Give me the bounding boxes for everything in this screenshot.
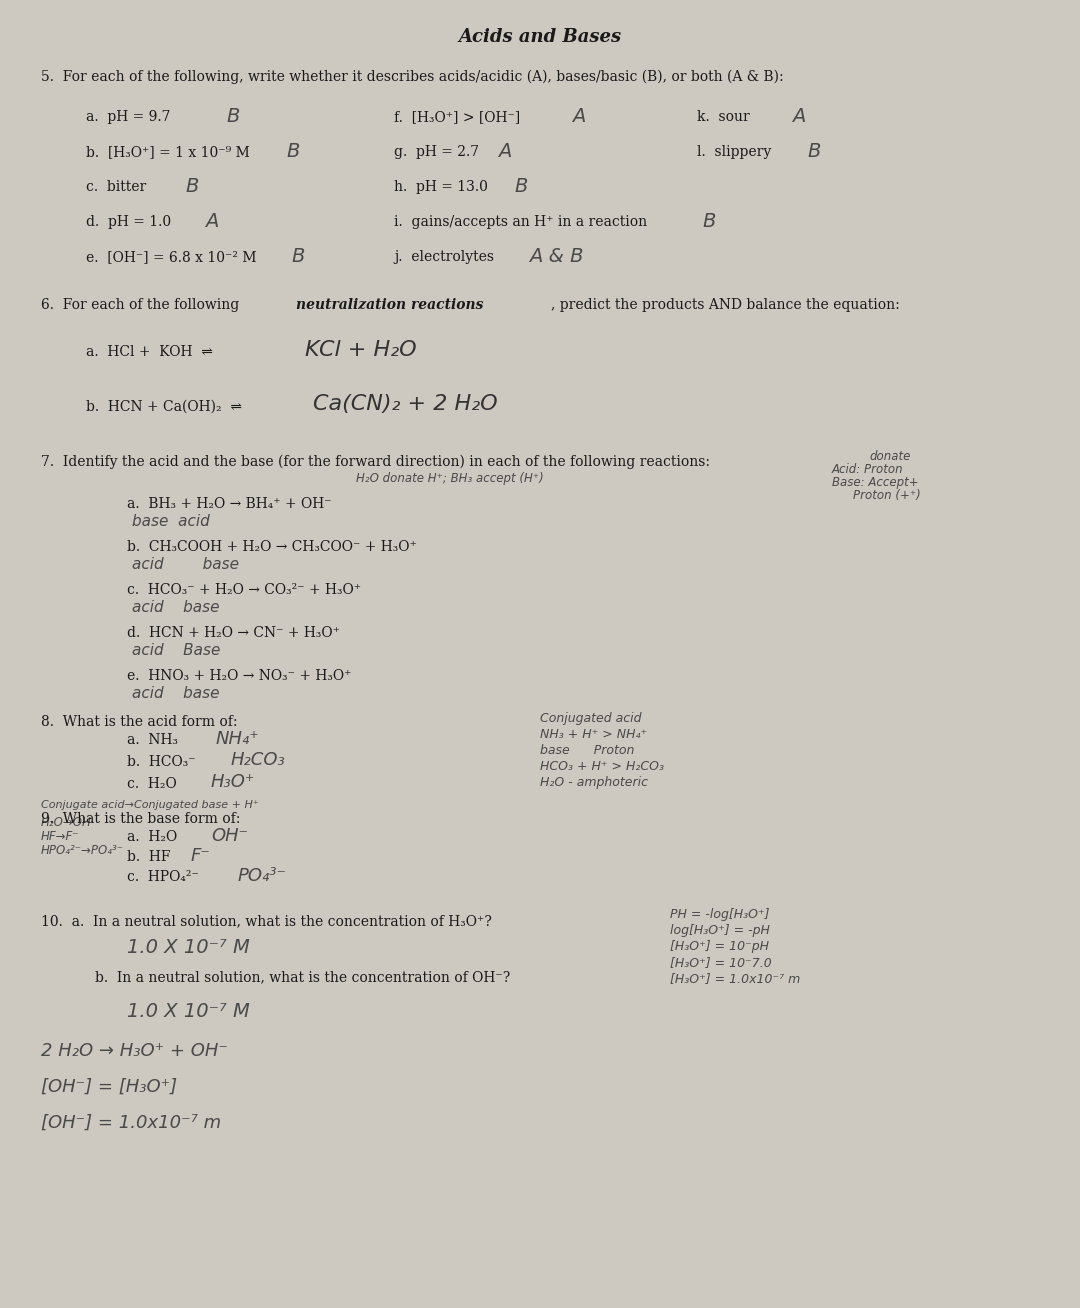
Text: HF→F⁻: HF→F⁻ xyxy=(41,831,80,842)
Text: PH = -log[H₃O⁺]: PH = -log[H₃O⁺] xyxy=(670,908,769,921)
Text: B: B xyxy=(808,143,821,161)
Text: 10.  a.  In a neutral solution, what is the concentration of H₃O⁺?: 10. a. In a neutral solution, what is th… xyxy=(41,914,491,927)
Text: acid    base: acid base xyxy=(132,685,219,701)
Text: a.  NH₃: a. NH₃ xyxy=(127,732,178,747)
Text: B: B xyxy=(186,177,199,196)
Text: d.  HCN + H₂O → CN⁻ + H₃O⁺: d. HCN + H₂O → CN⁻ + H₃O⁺ xyxy=(127,627,340,640)
Text: b.  HCO₃⁻: b. HCO₃⁻ xyxy=(127,755,197,769)
Text: A: A xyxy=(572,107,585,126)
Text: [OH⁻] = 1.0x10⁻⁷ m: [OH⁻] = 1.0x10⁻⁷ m xyxy=(41,1114,221,1131)
Text: [H₃O⁺] = 1.0x10⁻⁷ m: [H₃O⁺] = 1.0x10⁻⁷ m xyxy=(670,972,800,985)
Text: Conjugated acid: Conjugated acid xyxy=(540,712,642,725)
Text: Proton (+⁺): Proton (+⁺) xyxy=(853,489,921,502)
Text: a.  pH = 9.7: a. pH = 9.7 xyxy=(86,110,171,124)
Text: [H₃O⁺] = 10⁻7.0: [H₃O⁺] = 10⁻7.0 xyxy=(670,956,771,969)
Text: A: A xyxy=(792,107,805,126)
Text: donate: donate xyxy=(869,450,910,463)
Text: 1.0 X 10⁻⁷ M: 1.0 X 10⁻⁷ M xyxy=(127,1002,251,1022)
Text: k.  sour: k. sour xyxy=(697,110,750,124)
Text: base  acid: base acid xyxy=(132,514,210,528)
Text: c.  H₂O: c. H₂O xyxy=(127,777,177,791)
Text: Base: Accept+: Base: Accept+ xyxy=(832,476,918,489)
Text: HCO₃ + H⁺ > H₂CO₃: HCO₃ + H⁺ > H₂CO₃ xyxy=(540,760,664,773)
Text: acid    base: acid base xyxy=(132,600,219,615)
Text: A: A xyxy=(205,212,218,232)
Text: g.  pH = 2.7: g. pH = 2.7 xyxy=(394,145,480,160)
Text: f.  [H₃O⁺] > [OH⁻]: f. [H₃O⁺] > [OH⁻] xyxy=(394,110,521,124)
Text: F⁻: F⁻ xyxy=(190,848,210,865)
Text: H₃O⁺: H₃O⁺ xyxy=(211,773,255,791)
Text: OH⁻: OH⁻ xyxy=(212,827,248,845)
Text: A & B: A & B xyxy=(529,247,583,266)
Text: [OH⁻] = [H₃O⁺]: [OH⁻] = [H₃O⁺] xyxy=(41,1078,177,1096)
Text: Acids and Bases: Acids and Bases xyxy=(458,27,622,46)
Text: acid        base: acid base xyxy=(132,557,239,572)
Text: base      Proton: base Proton xyxy=(540,744,634,757)
Text: Ca(CN)₂ + 2 H₂O: Ca(CN)₂ + 2 H₂O xyxy=(313,394,498,415)
Text: 6.  For each of the following: 6. For each of the following xyxy=(41,298,244,313)
Text: B: B xyxy=(514,177,527,196)
Text: HPO₄²⁻→PO₄³⁻: HPO₄²⁻→PO₄³⁻ xyxy=(41,844,124,857)
Text: a.  BH₃ + H₂O → BH₄⁺ + OH⁻: a. BH₃ + H₂O → BH₄⁺ + OH⁻ xyxy=(127,497,332,511)
Text: 1.0 X 10⁻⁷ M: 1.0 X 10⁻⁷ M xyxy=(127,938,251,957)
Text: e.  HNO₃ + H₂O → NO₃⁻ + H₃O⁺: e. HNO₃ + H₂O → NO₃⁻ + H₃O⁺ xyxy=(127,668,352,683)
Text: KCl + H₂O: KCl + H₂O xyxy=(305,340,416,360)
Text: b.  HF: b. HF xyxy=(127,850,171,865)
Text: b.  HCN + Ca(OH)₂  ⇌: b. HCN + Ca(OH)₂ ⇌ xyxy=(86,400,242,415)
Text: H₂O donate H⁺; BH₃ accept (H⁺): H₂O donate H⁺; BH₃ accept (H⁺) xyxy=(356,472,544,485)
Text: H₂O→OH: H₂O→OH xyxy=(41,816,92,829)
Text: log[H₃O⁺] = -pH: log[H₃O⁺] = -pH xyxy=(670,923,769,937)
Text: H₂O - amphoteric: H₂O - amphoteric xyxy=(540,776,648,789)
Text: b.  In a neutral solution, what is the concentration of OH⁻?: b. In a neutral solution, what is the co… xyxy=(95,971,510,984)
Text: i.  gains/accepts an H⁺ in a reaction: i. gains/accepts an H⁺ in a reaction xyxy=(394,215,647,229)
Text: Conjugate acid→Conjugated base + H⁺: Conjugate acid→Conjugated base + H⁺ xyxy=(41,800,259,810)
Text: B: B xyxy=(702,212,715,232)
Text: 5.  For each of the following, write whether it describes acids/acidic (A), base: 5. For each of the following, write whet… xyxy=(41,71,784,85)
Text: neutralization reactions: neutralization reactions xyxy=(296,298,483,313)
Text: B: B xyxy=(286,143,299,161)
Text: Acid: Proton: Acid: Proton xyxy=(832,463,903,476)
Text: 8.  What is the acid form of:: 8. What is the acid form of: xyxy=(41,715,238,729)
Text: a.  H₂O: a. H₂O xyxy=(127,831,178,844)
Text: a.  HCl +  KOH  ⇌: a. HCl + KOH ⇌ xyxy=(86,345,213,358)
Text: h.  pH = 13.0: h. pH = 13.0 xyxy=(394,181,488,194)
Text: e.  [OH⁻] = 6.8 x 10⁻² M: e. [OH⁻] = 6.8 x 10⁻² M xyxy=(86,250,257,264)
Text: NH₃ + H⁺ > NH₄⁺: NH₃ + H⁺ > NH₄⁺ xyxy=(540,729,647,742)
Text: A: A xyxy=(498,143,511,161)
Text: c.  HCO₃⁻ + H₂O → CO₃²⁻ + H₃O⁺: c. HCO₃⁻ + H₂O → CO₃²⁻ + H₃O⁺ xyxy=(127,583,362,596)
Text: c.  bitter: c. bitter xyxy=(86,181,147,194)
Text: PO₄³⁻: PO₄³⁻ xyxy=(238,867,286,886)
Text: 7.  Identify the acid and the base (for the forward direction) in each of the fo: 7. Identify the acid and the base (for t… xyxy=(41,455,710,470)
Text: B: B xyxy=(227,107,240,126)
Text: H₂CO₃: H₂CO₃ xyxy=(230,751,285,769)
Text: 2 H₂O → H₃O⁺ + OH⁻: 2 H₂O → H₃O⁺ + OH⁻ xyxy=(41,1042,228,1059)
Text: , predict the products AND balance the equation:: , predict the products AND balance the e… xyxy=(551,298,900,313)
Text: 9.  What is the base form of:: 9. What is the base form of: xyxy=(41,812,241,825)
Text: [H₃O⁺] = 10⁻pH: [H₃O⁺] = 10⁻pH xyxy=(670,940,769,954)
Text: B: B xyxy=(292,247,305,266)
Text: b.  [H₃O⁺] = 1 x 10⁻⁹ M: b. [H₃O⁺] = 1 x 10⁻⁹ M xyxy=(86,145,251,160)
Text: NH₄⁺: NH₄⁺ xyxy=(216,730,260,748)
Text: l.  slippery: l. slippery xyxy=(697,145,771,160)
Text: b.  CH₃COOH + H₂O → CH₃COO⁻ + H₃O⁺: b. CH₃COOH + H₂O → CH₃COO⁻ + H₃O⁺ xyxy=(127,540,417,555)
Text: j.  electrolytes: j. electrolytes xyxy=(394,250,495,264)
Text: c.  HPO₄²⁻: c. HPO₄²⁻ xyxy=(127,870,200,884)
Text: acid    Base: acid Base xyxy=(132,644,220,658)
Text: d.  pH = 1.0: d. pH = 1.0 xyxy=(86,215,172,229)
